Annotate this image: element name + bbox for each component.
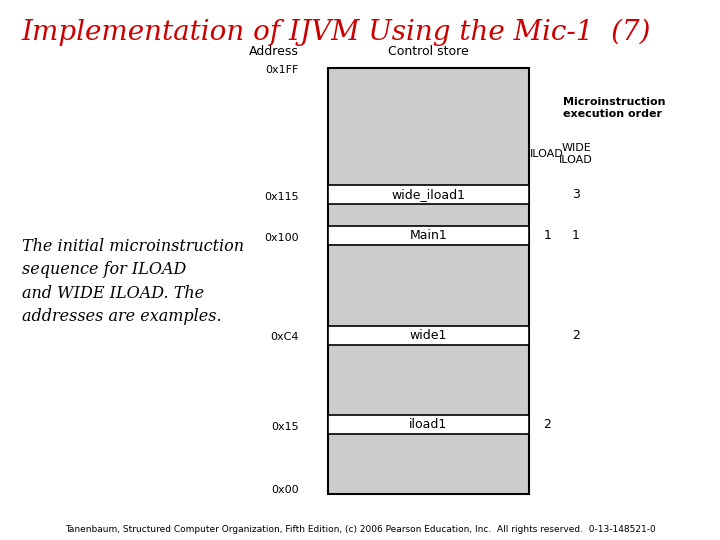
Text: 0x00: 0x00: [271, 485, 299, 495]
Bar: [328, 226, 529, 245]
Text: Tanenbaum, Structured Computer Organization, Fifth Edition, (c) 2006 Pearson Edu: Tanenbaum, Structured Computer Organizat…: [65, 524, 655, 534]
Text: 0x100: 0x100: [264, 233, 299, 242]
Text: Address: Address: [249, 45, 299, 58]
Text: Control store: Control store: [388, 45, 469, 58]
Text: Main1: Main1: [410, 229, 447, 242]
Text: 0x15: 0x15: [271, 422, 299, 431]
Bar: [328, 68, 529, 494]
Text: wide_iload1: wide_iload1: [392, 188, 465, 201]
Text: 0xC4: 0xC4: [270, 333, 299, 342]
Bar: [328, 326, 529, 345]
Text: wide1: wide1: [410, 329, 447, 342]
Text: WIDE
ILOAD: WIDE ILOAD: [559, 143, 593, 165]
Text: 1: 1: [572, 229, 580, 242]
Text: The initial microinstruction
sequence for ILOAD
and WIDE ILOAD. The
addresses ar: The initial microinstruction sequence fo…: [22, 238, 243, 325]
Bar: [328, 415, 529, 434]
Text: 0x115: 0x115: [264, 192, 299, 202]
Text: 0x1FF: 0x1FF: [266, 65, 299, 75]
Text: iload1: iload1: [409, 418, 448, 431]
Text: 2: 2: [572, 329, 580, 342]
Text: ILOAD: ILOAD: [531, 149, 564, 159]
Text: Microinstruction
execution order: Microinstruction execution order: [563, 97, 665, 119]
Text: 3: 3: [572, 188, 580, 201]
Text: Implementation of IJVM Using the Mic-1  (7): Implementation of IJVM Using the Mic-1 (…: [22, 19, 651, 46]
Text: 2: 2: [544, 418, 551, 431]
Text: 1: 1: [544, 229, 551, 242]
Bar: [328, 185, 529, 204]
